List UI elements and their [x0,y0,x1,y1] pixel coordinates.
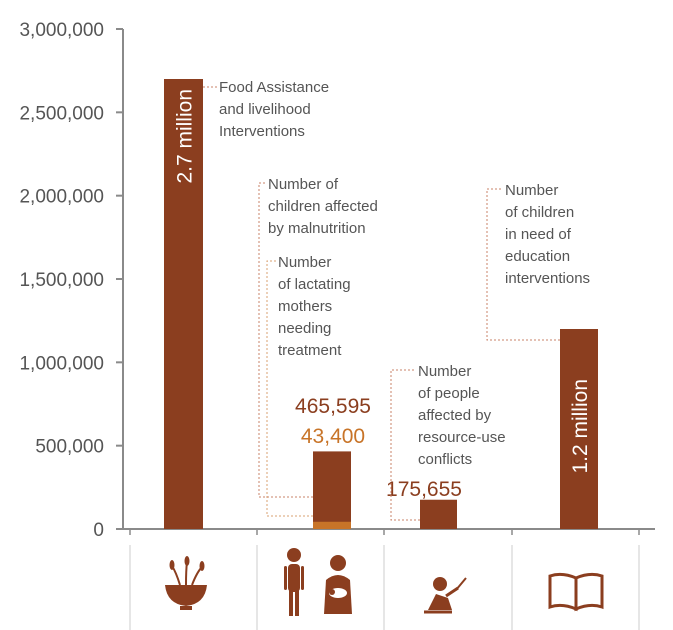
annotation-text: of people [418,385,480,402]
annotation-text: Number [278,254,331,271]
annotation-text: resource-use [418,429,506,446]
bar-children-malnutrition [313,451,351,529]
annotation-text: Number [505,182,558,199]
y-tick-label: 2,500,000 [19,103,104,124]
annotation-text: interventions [505,270,590,287]
annotation-text: Number of [268,176,339,193]
icon-strip [129,545,640,630]
y-tick-label: 3,000,000 [19,20,104,41]
axis: 0 500,000 1,000,000 1,500,000 2,000,000 2,500… [19,20,655,541]
bar-education [560,329,598,529]
leader-line [266,260,313,517]
leader-line [486,188,560,341]
food-bowl-icon [165,556,207,610]
annotation-text: Interventions [219,123,305,140]
mother-child-icon [284,548,352,616]
annotation-text: mothers [278,298,332,315]
y-tick-label: 0 [93,520,104,541]
conflict-person-icon [424,577,467,614]
annotations: Food Assistance and livelihood Interventio… [203,79,590,521]
annotation-text: education [505,248,570,265]
bar-value-label: 175,655 [386,478,462,501]
annotation-text: and livelihood [219,101,311,118]
annotation-text: needing [278,320,331,337]
annotation-text: in need of [505,226,572,243]
y-tick-label: 500,000 [35,437,104,458]
y-tick-label: 1,000,000 [19,353,104,374]
bar-resource-conflicts [420,499,457,529]
bar-lactating-mothers [313,521,351,529]
bar-food [164,79,203,529]
bar-label: 1.2 million [569,379,592,474]
bar-value-label: 465,595 [295,395,371,418]
annotation-text: Food Assistance [219,79,329,96]
annotation-text: affected by [418,407,492,424]
bar-label: 2.7 million [174,89,197,184]
annotation-text: by malnutrition [268,220,366,237]
y-tick-label: 1,500,000 [19,270,104,291]
bar-value-label: 43,400 [301,425,365,448]
y-tick-label: 2,000,000 [19,187,104,208]
annotation-text: of children [505,204,574,221]
annotation-text: of lactating [278,276,351,293]
bars: 2.7 million 465,595 43,400 175,655 1.2 milli… [164,79,598,529]
annotation-text: conflicts [418,451,472,468]
annotation-text: children affected [268,198,378,215]
open-book-icon [548,572,604,612]
annotation-text: treatment [278,342,342,359]
leader-line [390,369,420,521]
annotation-text: Number [418,363,471,380]
